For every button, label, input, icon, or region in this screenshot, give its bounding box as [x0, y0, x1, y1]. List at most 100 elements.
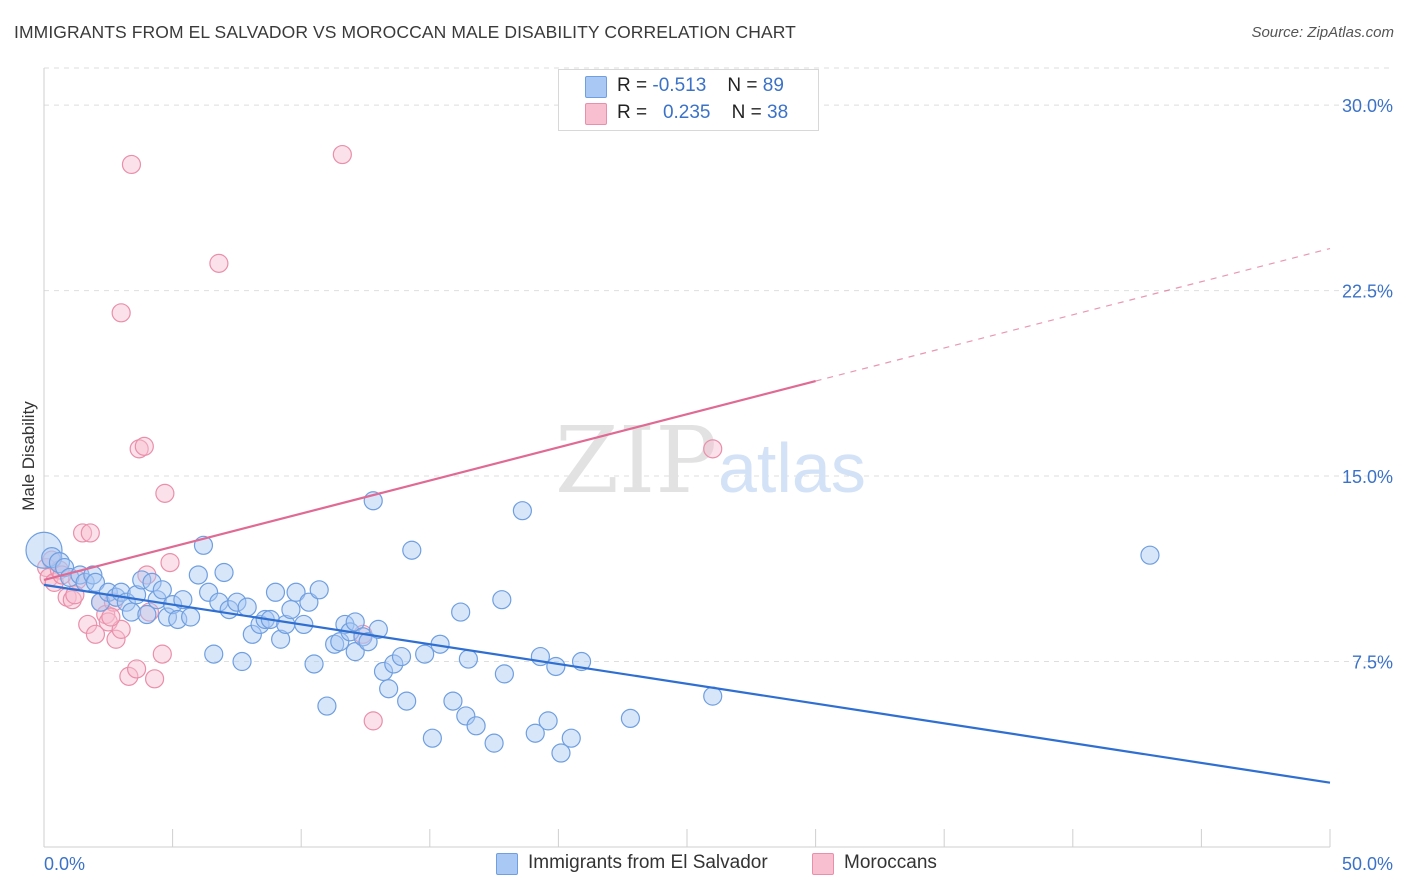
el-salvador-point-40 [265, 582, 286, 602]
el-salvador-point-81 [546, 656, 566, 677]
legend-r-value-1: -0.513 [652, 75, 707, 96]
el-salvador-point-85 [620, 708, 641, 729]
moroccans-point-37 [703, 439, 723, 459]
el-salvador-points [25, 491, 1160, 763]
legend-swatch-blue [585, 76, 607, 98]
x-max-label: 50.0% [1342, 854, 1393, 874]
legend-n-label-1: N = [727, 75, 758, 96]
el-salvador-point-36 [242, 624, 262, 644]
el-salvador-point-72 [458, 649, 478, 669]
el-salvador-point-29 [204, 644, 224, 664]
moroccans-point-31 [332, 144, 352, 165]
el-salvador-point-33 [227, 592, 247, 612]
el-salvador-point-71 [456, 706, 476, 726]
moroccans-point-29 [160, 553, 180, 573]
el-salvador-point-3 [54, 557, 75, 578]
el-salvador-point-0 [25, 531, 63, 569]
bottom-legend-swatch-pink [812, 853, 834, 875]
el-salvador-point-59 [368, 619, 388, 639]
el-salvador-point-51 [330, 632, 350, 652]
el-salvador-point-7 [83, 565, 103, 585]
el-salvador-point-25 [181, 607, 201, 627]
el-salvador-point-70 [451, 602, 471, 622]
moroccans-trend-line-extrapolated [815, 247, 1331, 382]
correlation-legend: R = -0.513 N = 89 R = 0.235 N = 38 [558, 69, 819, 131]
el-salvador-point-55 [345, 612, 365, 632]
el-salvador-point-78 [525, 723, 545, 743]
y-tick-labels: 7.5% 15.0% 22.5% 30.0% [1342, 96, 1393, 672]
legend-n-label-2: N = [731, 102, 762, 123]
y-tick-label-1: 15.0% [1342, 467, 1393, 487]
bottom-legend-label-el-salvador: Immigrants from El Salvador [528, 852, 768, 873]
watermark-zip: ZIP [555, 407, 717, 514]
el-salvador-point-49 [317, 696, 337, 716]
moroccans-point-35 [101, 607, 121, 627]
el-salvador-point-8 [85, 572, 106, 592]
el-salvador-point-41 [271, 629, 291, 649]
el-salvador-point-63 [391, 646, 412, 667]
moroccans-point-11 [85, 624, 106, 644]
el-salvador-point-66 [415, 644, 435, 664]
moroccans-point-18 [111, 303, 131, 323]
moroccans-points [36, 144, 723, 731]
moroccans-point-30 [209, 253, 229, 273]
el-salvador-point-60 [373, 661, 394, 682]
el-salvador-point-77 [512, 501, 532, 521]
chart-title: IMMIGRANTS FROM EL SALVADOR VS MOROCCAN … [14, 22, 796, 42]
el-salvador-trend-line [43, 583, 1331, 784]
el-salvador-point-82 [551, 743, 571, 763]
moroccans-point-22 [129, 439, 149, 459]
legend-n-value-2: 38 [767, 102, 789, 123]
legend-swatch-pink [585, 103, 607, 125]
moroccans-point-6 [62, 590, 82, 610]
legend-r-value-2: 0.235 [662, 102, 711, 123]
moroccans-point-17 [111, 619, 131, 639]
moroccans-trend-line [43, 380, 816, 581]
el-salvador-point-54 [345, 642, 365, 662]
moroccans-point-27 [152, 644, 172, 664]
el-salvador-point-76 [494, 664, 514, 684]
el-salvador-point-64 [397, 691, 417, 711]
moroccans-point-10 [80, 523, 100, 543]
legend-r-label-1: R = [617, 75, 648, 96]
el-salvador-point-50 [325, 634, 345, 654]
el-salvador-point-18 [142, 572, 162, 592]
moroccans-point-16 [106, 629, 126, 649]
grid-lines [44, 67, 1392, 663]
el-salvador-point-87 [1140, 545, 1160, 565]
moroccans-point-32 [363, 711, 383, 731]
el-salvador-point-44 [286, 582, 306, 602]
watermark-atlas: atlas [718, 429, 866, 507]
el-salvador-point-62 [384, 654, 404, 674]
legend-n-value-1: 89 [762, 75, 784, 96]
trend-lines [43, 247, 1331, 784]
el-salvador-point-35 [237, 597, 257, 617]
moroccans-point-20 [121, 154, 142, 175]
y-tick-label-3: 30.0% [1342, 96, 1393, 116]
el-salvador-point-83 [561, 728, 581, 748]
el-salvador-point-74 [484, 733, 504, 753]
y-tick-label-0: 7.5% [1352, 653, 1393, 673]
x-min-label: 0.0% [44, 854, 85, 874]
el-salvador-point-20 [152, 580, 172, 600]
el-salvador-point-73 [466, 716, 486, 736]
y-tick-label-2: 22.5% [1342, 282, 1393, 302]
moroccans-point-19 [119, 666, 139, 686]
el-salvador-point-43 [281, 599, 301, 620]
moroccans-point-26 [144, 669, 165, 689]
x-ticks [43, 829, 1331, 847]
el-salvador-point-69 [443, 691, 463, 711]
el-salvador-point-28 [199, 582, 219, 602]
el-salvador-point-2 [48, 552, 71, 574]
el-salvador-point-24 [173, 590, 193, 610]
el-salvador-point-75 [492, 590, 512, 610]
el-salvador-point-86 [703, 686, 723, 706]
source-credit: Source: ZipAtlas.com [1251, 24, 1394, 41]
el-salvador-point-48 [309, 580, 329, 600]
moroccans-point-28 [155, 483, 175, 503]
el-salvador-point-46 [299, 592, 319, 612]
bottom-legend-swatch-blue [496, 853, 518, 875]
el-salvador-point-26 [188, 565, 208, 585]
moroccans-point-8 [72, 523, 93, 543]
